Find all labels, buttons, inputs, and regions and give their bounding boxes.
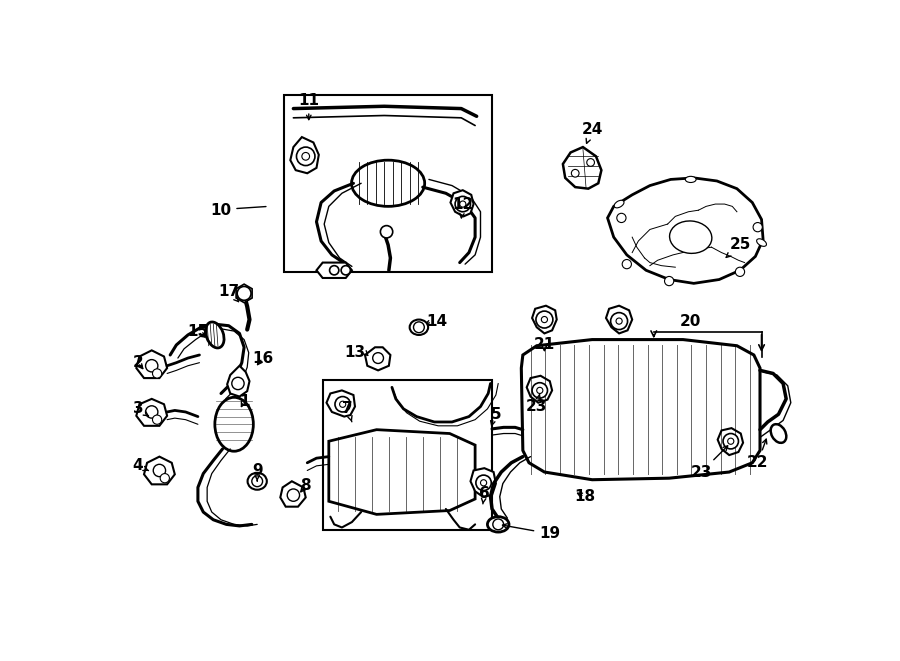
Circle shape bbox=[572, 169, 579, 177]
Circle shape bbox=[455, 196, 471, 212]
Polygon shape bbox=[562, 147, 601, 188]
Circle shape bbox=[616, 318, 622, 324]
Ellipse shape bbox=[757, 239, 767, 247]
Circle shape bbox=[252, 476, 263, 486]
Ellipse shape bbox=[614, 200, 624, 208]
Circle shape bbox=[622, 260, 632, 269]
Circle shape bbox=[152, 415, 162, 424]
Text: 21: 21 bbox=[534, 338, 555, 352]
Circle shape bbox=[232, 377, 244, 389]
Text: 16: 16 bbox=[252, 350, 274, 366]
Text: 11: 11 bbox=[298, 93, 320, 120]
Text: 20: 20 bbox=[680, 315, 701, 329]
Polygon shape bbox=[451, 190, 473, 216]
Polygon shape bbox=[227, 366, 249, 397]
Polygon shape bbox=[717, 428, 743, 455]
Circle shape bbox=[616, 214, 626, 223]
Circle shape bbox=[146, 360, 158, 372]
Text: 17: 17 bbox=[218, 284, 239, 301]
Text: 4: 4 bbox=[132, 458, 148, 473]
Circle shape bbox=[413, 322, 424, 332]
Circle shape bbox=[296, 147, 315, 165]
Ellipse shape bbox=[685, 176, 696, 182]
Circle shape bbox=[146, 406, 158, 418]
Polygon shape bbox=[521, 340, 760, 480]
Text: 1: 1 bbox=[238, 394, 249, 408]
Circle shape bbox=[302, 153, 310, 160]
Text: 18: 18 bbox=[574, 489, 595, 504]
Ellipse shape bbox=[410, 319, 428, 335]
Bar bbox=[284, 95, 492, 272]
Circle shape bbox=[373, 353, 383, 364]
Circle shape bbox=[341, 266, 350, 275]
Circle shape bbox=[735, 267, 744, 276]
Circle shape bbox=[381, 225, 392, 238]
Polygon shape bbox=[471, 468, 496, 496]
Circle shape bbox=[460, 201, 466, 207]
Text: 22: 22 bbox=[747, 439, 769, 470]
Polygon shape bbox=[136, 399, 167, 426]
Polygon shape bbox=[317, 262, 352, 278]
Text: 12: 12 bbox=[452, 196, 473, 218]
Circle shape bbox=[610, 313, 627, 330]
Text: 19: 19 bbox=[502, 524, 561, 541]
Text: 9: 9 bbox=[252, 463, 263, 481]
Circle shape bbox=[335, 397, 350, 412]
Circle shape bbox=[238, 286, 251, 300]
Ellipse shape bbox=[352, 160, 425, 206]
Polygon shape bbox=[327, 391, 355, 416]
Ellipse shape bbox=[206, 322, 224, 348]
Polygon shape bbox=[365, 347, 391, 370]
Circle shape bbox=[160, 473, 169, 483]
Polygon shape bbox=[291, 137, 319, 173]
Circle shape bbox=[536, 311, 553, 328]
Circle shape bbox=[152, 369, 162, 378]
Text: 25: 25 bbox=[726, 237, 751, 258]
Polygon shape bbox=[328, 430, 475, 514]
Circle shape bbox=[541, 317, 547, 323]
Text: 24: 24 bbox=[581, 122, 603, 143]
Circle shape bbox=[664, 276, 674, 286]
Circle shape bbox=[481, 480, 487, 486]
Polygon shape bbox=[280, 481, 306, 507]
Polygon shape bbox=[144, 457, 175, 485]
Circle shape bbox=[536, 387, 543, 393]
Text: 13: 13 bbox=[345, 345, 365, 360]
Bar bbox=[322, 379, 492, 529]
Ellipse shape bbox=[248, 473, 266, 490]
Circle shape bbox=[723, 434, 738, 449]
Text: 14: 14 bbox=[426, 315, 447, 329]
Text: 3: 3 bbox=[132, 401, 148, 416]
Ellipse shape bbox=[215, 397, 254, 451]
Circle shape bbox=[753, 223, 762, 232]
Text: 7: 7 bbox=[342, 401, 353, 422]
Ellipse shape bbox=[770, 424, 787, 443]
Ellipse shape bbox=[488, 517, 509, 532]
Circle shape bbox=[532, 383, 547, 398]
Text: 15: 15 bbox=[187, 325, 209, 339]
Polygon shape bbox=[532, 305, 557, 333]
Text: 5: 5 bbox=[491, 407, 501, 422]
Circle shape bbox=[339, 401, 346, 407]
Polygon shape bbox=[136, 350, 167, 378]
Polygon shape bbox=[526, 375, 552, 403]
Polygon shape bbox=[606, 305, 632, 333]
Text: 8: 8 bbox=[301, 479, 311, 493]
Text: 6: 6 bbox=[479, 486, 490, 504]
Circle shape bbox=[287, 489, 300, 501]
Text: 2: 2 bbox=[132, 355, 143, 370]
Circle shape bbox=[587, 159, 595, 167]
Text: 23: 23 bbox=[691, 446, 728, 479]
Circle shape bbox=[476, 475, 491, 490]
Text: 10: 10 bbox=[211, 203, 231, 217]
Circle shape bbox=[728, 438, 733, 444]
Circle shape bbox=[493, 519, 504, 529]
Polygon shape bbox=[608, 178, 763, 284]
Polygon shape bbox=[236, 284, 252, 303]
Circle shape bbox=[153, 464, 166, 477]
Text: 23: 23 bbox=[526, 393, 547, 414]
Ellipse shape bbox=[670, 221, 712, 253]
Circle shape bbox=[329, 266, 338, 275]
